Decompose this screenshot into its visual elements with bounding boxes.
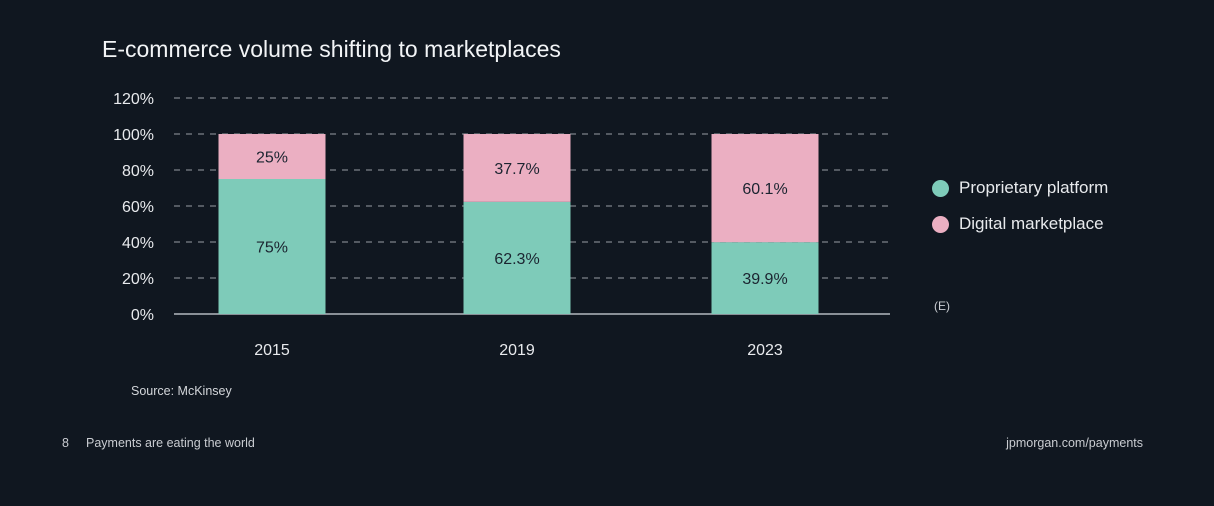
data-label-proprietary-platform-2015: 75%	[256, 240, 288, 257]
legend-swatch-proprietary-platform	[932, 179, 949, 197]
estimate-note: (E)	[934, 299, 950, 313]
y-tick-label-120: 120%	[113, 91, 154, 108]
source-note: Source: McKinsey	[131, 384, 232, 398]
data-label-proprietary-platform-2023: 39.9%	[742, 271, 787, 288]
data-label-digital-marketplace-2019: 37.7%	[494, 161, 539, 178]
x-tick-label-2015: 2015	[254, 342, 290, 359]
x-tick-label-2019: 2019	[499, 342, 535, 359]
legend-label-digital-marketplace: Digital marketplace	[959, 214, 1104, 233]
footer-text: Payments are eating the world	[86, 436, 255, 450]
chart-title: E-commerce volume shifting to marketplac…	[102, 36, 561, 62]
y-tick-label-20: 20%	[122, 271, 154, 288]
data-label-proprietary-platform-2019: 62.3%	[494, 251, 539, 268]
data-label-digital-marketplace-2015: 25%	[256, 150, 288, 167]
y-tick-label-100: 100%	[113, 127, 154, 144]
page-number: 8	[62, 436, 69, 450]
legend-item-digital-marketplace: Digital marketplace	[932, 206, 1108, 242]
y-tick-label-0: 0%	[131, 307, 154, 324]
bar-digital-marketplace-2019	[463, 134, 571, 202]
y-tick-label-40: 40%	[122, 235, 154, 252]
legend-swatch-digital-marketplace	[932, 215, 949, 233]
bar-proprietary-platform-2019	[463, 201, 571, 314]
bar-proprietary-platform-2023	[711, 242, 819, 314]
bar-proprietary-platform-2015	[218, 179, 326, 314]
bar-digital-marketplace-2015	[218, 134, 326, 179]
data-label-digital-marketplace-2023: 60.1%	[742, 181, 787, 198]
y-tick-label-80: 80%	[122, 163, 154, 180]
y-tick-label-60: 60%	[122, 199, 154, 216]
x-tick-label-2023: 2023	[747, 342, 783, 359]
legend: Proprietary platform Digital marketplace	[932, 170, 1108, 242]
bar-digital-marketplace-2023	[711, 134, 819, 243]
legend-item-proprietary-platform: Proprietary platform	[932, 170, 1108, 206]
footer-url[interactable]: jpmorgan.com/payments	[1006, 436, 1143, 450]
legend-label-proprietary-platform: Proprietary platform	[959, 178, 1109, 197]
